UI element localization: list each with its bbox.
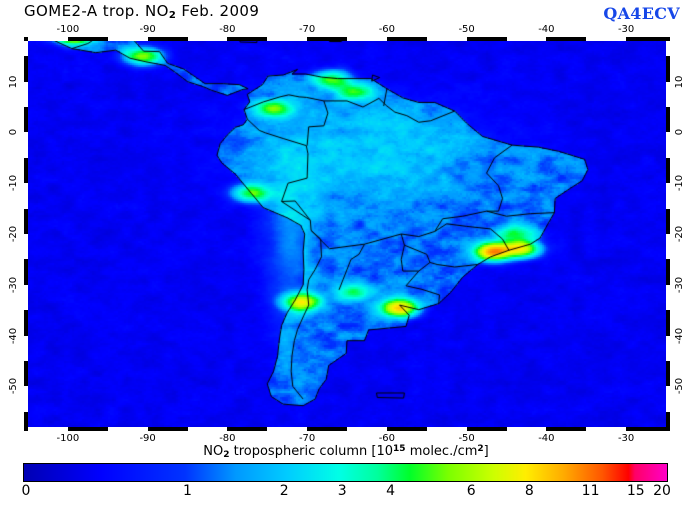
colorbar-label-3: 3: [337, 483, 347, 499]
colorbar-title-b: tropospheric column [10: [229, 444, 394, 459]
page-title: GOME2-A trop. NO2 Feb. 2009: [24, 2, 259, 21]
colorbar-title-sub: 2: [223, 450, 230, 460]
colorbar-gradient: [24, 464, 667, 481]
colorbar-label-6: 6: [466, 483, 476, 499]
colorbar-label-4: 4: [386, 483, 396, 499]
x-tick-bottom--70: -70: [298, 433, 316, 444]
y-tick-right--20: -20: [674, 225, 685, 243]
colorbar-label-2: 2: [279, 483, 289, 499]
y-tick-right--30: -30: [674, 276, 685, 293]
colorbar-label-0: 0: [21, 483, 31, 499]
y-tick-left-10: 10: [8, 75, 19, 88]
x-tick-bottom--100: -100: [56, 433, 80, 444]
map-frame-bottom: [24, 427, 670, 431]
y-tick-right--50: -50: [674, 378, 685, 395]
title-subscript: 2: [168, 10, 177, 21]
x-tick-top--100: -100: [56, 24, 80, 35]
y-tick-right--10: -10: [674, 175, 685, 192]
colorbar-label-11: 11: [581, 483, 600, 499]
title-text: GOME2-A trop. NO: [24, 2, 169, 20]
colorbar-title-d: ]: [483, 444, 489, 459]
colorbar: [23, 463, 668, 482]
y-tick-left--10: -10: [8, 175, 19, 192]
x-tick-top--80: -80: [219, 24, 236, 35]
title-date: Feb. 2009: [176, 2, 260, 20]
x-tick-top--60: -60: [378, 24, 396, 35]
colorbar-title-c: molec./cm: [405, 444, 478, 459]
colorbar-title: NO2 tropospheric column [1015 molec./cm2…: [203, 444, 489, 460]
colorbar-label-1: 1: [183, 483, 192, 499]
x-tick-top--70: -70: [298, 24, 316, 35]
x-tick-bottom--80: -80: [219, 433, 236, 444]
y-tick-left--40: -40: [8, 327, 19, 344]
y-tick-left--30: -30: [8, 276, 19, 293]
x-tick-top--90: -90: [139, 24, 156, 35]
x-tick-bottom--60: -60: [378, 433, 396, 444]
map-frame-right: [666, 37, 670, 431]
no2-heatmap-canvas: [28, 41, 666, 427]
y-tick-right-0: 0: [674, 129, 685, 136]
x-tick-top--40: -40: [538, 24, 555, 35]
map-plot: [24, 37, 670, 431]
colorbar-title-exp: 15: [393, 444, 406, 454]
map-frame-left: [24, 37, 28, 431]
colorbar-label-8: 8: [524, 483, 534, 499]
y-tick-left-0: 0: [8, 129, 19, 136]
x-tick-bottom--50: -50: [458, 433, 475, 444]
x-tick-bottom--40: -40: [538, 433, 555, 444]
colorbar-label-15: 15: [626, 483, 645, 499]
x-tick-top--50: -50: [458, 24, 475, 35]
x-tick-top--30: -30: [617, 24, 635, 35]
x-tick-bottom--90: -90: [139, 433, 156, 444]
colorbar-title-exp2: 2: [477, 444, 484, 454]
x-tick-bottom--30: -30: [617, 433, 635, 444]
y-tick-right-10: 10: [674, 75, 685, 88]
y-tick-right--40: -40: [674, 327, 685, 344]
colorbar-title-a: NO: [203, 444, 224, 459]
y-tick-left--20: -20: [8, 225, 19, 243]
colorbar-label-20: 20: [653, 483, 671, 499]
y-tick-left--50: -50: [8, 378, 19, 395]
qa4ecv-logo: QA4ECV: [603, 4, 680, 23]
map-frame-top: [24, 37, 670, 41]
